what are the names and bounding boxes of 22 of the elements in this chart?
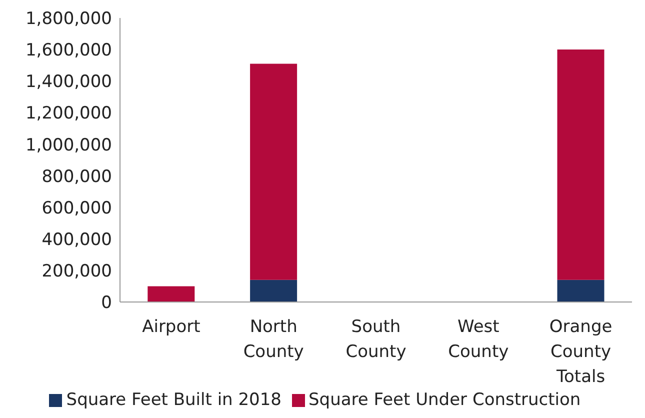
y-tick-label: 800,000 bbox=[42, 166, 112, 187]
x-tick-label: West County bbox=[448, 317, 509, 362]
x-tick-label: South County bbox=[346, 317, 406, 362]
legend-label: Square Feet Under Construction bbox=[308, 390, 581, 410]
y-tick-label: 1,400,000 bbox=[25, 72, 112, 92]
bar bbox=[250, 280, 298, 302]
y-tick-label: 600,000 bbox=[42, 198, 112, 218]
y-tick-label: 400,000 bbox=[42, 230, 112, 250]
y-tick-label: 1,600,000 bbox=[25, 40, 112, 61]
bar bbox=[557, 280, 604, 302]
bar bbox=[557, 50, 604, 280]
x-tick-label: North County bbox=[243, 317, 304, 362]
y-tick-label: 1,200,000 bbox=[25, 104, 112, 124]
x-tick-label: Orange County Totals bbox=[549, 317, 612, 387]
y-tick-label: 0 bbox=[101, 293, 112, 314]
bar bbox=[250, 64, 298, 280]
bar bbox=[148, 286, 195, 302]
y-tick-label: 1,000,000 bbox=[25, 135, 112, 156]
x-tick-label: Airport bbox=[142, 317, 201, 337]
y-tick-label: 1,800,000 bbox=[25, 9, 112, 30]
legend-label: Square Feet Built in 2018 bbox=[66, 390, 282, 410]
y-tick-label: 200,000 bbox=[42, 261, 112, 282]
